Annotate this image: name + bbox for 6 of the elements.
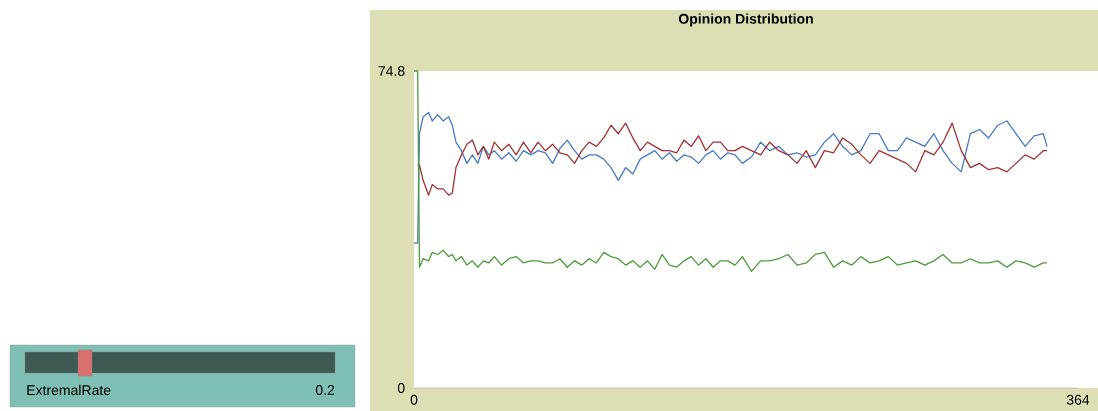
text: ExtremalRate [27,384,111,396]
line-series [413,70,1048,273]
x-tick-label: 364 [1066,394,1090,405]
y-tick-label: 74.8 [378,66,405,76]
text: 0.2 [315,385,335,395]
chart-title: Opinion Distribution [678,13,813,27]
